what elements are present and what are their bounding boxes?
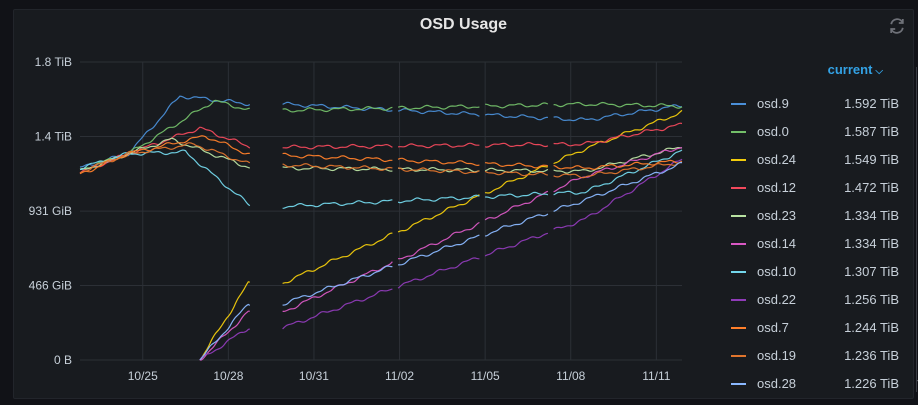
x-tick-label: 11/11: [642, 369, 671, 383]
x-tick-label: 11/08: [556, 369, 585, 383]
legend-series-name: osd.0: [757, 124, 789, 139]
legend-series-value: 1.472 TiB: [844, 180, 899, 195]
series-line: [199, 146, 683, 361]
legend-item[interactable]: osd.14 1.334 TiB: [719, 234, 899, 254]
legend-item[interactable]: osd.9 1.592 TiB: [719, 94, 899, 114]
series-line: [79, 149, 683, 209]
chevron-down-icon: ⌵: [875, 66, 883, 77]
legend-series-name: osd.19: [757, 348, 797, 363]
legend-series-name: osd.12: [757, 180, 797, 195]
x-tick-label: 10/31: [299, 369, 329, 383]
x-tick-label: 10/25: [128, 369, 158, 383]
legend-swatch: [731, 187, 746, 189]
legend-item[interactable]: osd.0 1.587 TiB: [719, 122, 899, 142]
legend-series-value: 1.549 TiB: [844, 152, 899, 167]
legend-sort-current[interactable]: current ⌵: [828, 62, 883, 77]
legend-swatch: [731, 271, 746, 273]
y-tick-label: 1.4 TiB: [35, 130, 72, 144]
legend-series-value: 1.307 TiB: [844, 264, 899, 279]
legend-series-value: 1.592 TiB: [844, 96, 899, 111]
legend-swatch: [731, 131, 746, 133]
chart-plot-area: 0 B 466 GiB 931 GiB 1.4 TiB 1.8 TiB 10/25 10/2…: [29, 55, 683, 383]
series-line: [79, 137, 683, 174]
legend-series-value: 1.244 TiB: [844, 320, 899, 335]
series-line: [199, 158, 683, 361]
x-tick-label: 10/28: [213, 369, 243, 383]
legend-series-value: 1.256 TiB: [844, 292, 899, 307]
legend-swatch: [731, 159, 746, 161]
legend-series-value: 1.587 TiB: [844, 124, 899, 139]
legend-series-name: osd.10: [757, 264, 797, 279]
legend-swatch: [731, 103, 746, 105]
legend-item[interactable]: osd.23 1.334 TiB: [719, 206, 899, 226]
series-line: [199, 161, 683, 361]
refresh-icon[interactable]: [887, 16, 907, 36]
series-line: [79, 142, 683, 179]
legend-item[interactable]: osd.12 1.472 TiB: [719, 178, 899, 198]
legend-series-name: osd.9: [757, 96, 789, 111]
series-line: [79, 122, 683, 174]
series-line: [79, 135, 683, 175]
x-tick-label: 11/02: [385, 369, 414, 383]
legend-series-value: 1.226 TiB: [844, 376, 899, 391]
y-tick-label: 0 B: [54, 353, 72, 367]
legend-series-name: osd.23: [757, 208, 797, 223]
panel-title: OSD Usage: [419, 16, 508, 33]
series-line: [79, 95, 683, 168]
x-tick-label: 11/05: [471, 369, 500, 383]
legend-series-value: 1.334 TiB: [844, 208, 899, 223]
legend-item[interactable]: osd.19 1.236 TiB: [719, 346, 899, 366]
legend-swatch: [731, 215, 746, 217]
legend-item[interactable]: osd.24 1.549 TiB: [719, 150, 899, 170]
legend-series-value: 1.334 TiB: [844, 236, 899, 251]
legend-series-name: osd.22: [757, 292, 797, 307]
legend-item[interactable]: osd.28 1.226 TiB: [719, 374, 899, 394]
legend-series-name: osd.14: [757, 236, 797, 251]
legend-swatch: [731, 299, 746, 301]
legend-series-value: 1.236 TiB: [844, 348, 899, 363]
legend-series-name: osd.24: [757, 152, 797, 167]
y-tick-label: 931 GiB: [29, 204, 72, 218]
legend-swatch: [731, 355, 746, 357]
legend-series-name: osd.28: [757, 376, 797, 391]
series-line: [80, 99, 683, 170]
legend-series-name: osd.7: [757, 320, 789, 335]
legend-header-label: current: [827, 62, 873, 77]
legend-swatch: [731, 243, 746, 245]
series-line: [199, 109, 683, 361]
legend: current ⌵ osd.9 1.592 TiB osd.0 1.587 TiB osd…: [719, 60, 918, 392]
y-tick-label: 1.8 TiB: [35, 55, 72, 69]
legend-swatch: [731, 383, 746, 385]
legend-scrollbar[interactable]: [916, 67, 917, 392]
legend-item[interactable]: osd.22 1.256 TiB: [719, 290, 899, 310]
legend-swatch: [731, 327, 746, 329]
legend-item[interactable]: osd.10 1.307 TiB: [719, 262, 899, 282]
y-tick-label: 466 GiB: [29, 278, 72, 292]
graph-panel: OSD Usage 0 B 466 GiB 931 GiB 1.4 TiB 1.8 Ti…: [13, 9, 918, 399]
legend-item[interactable]: osd.7 1.244 TiB: [719, 318, 899, 338]
